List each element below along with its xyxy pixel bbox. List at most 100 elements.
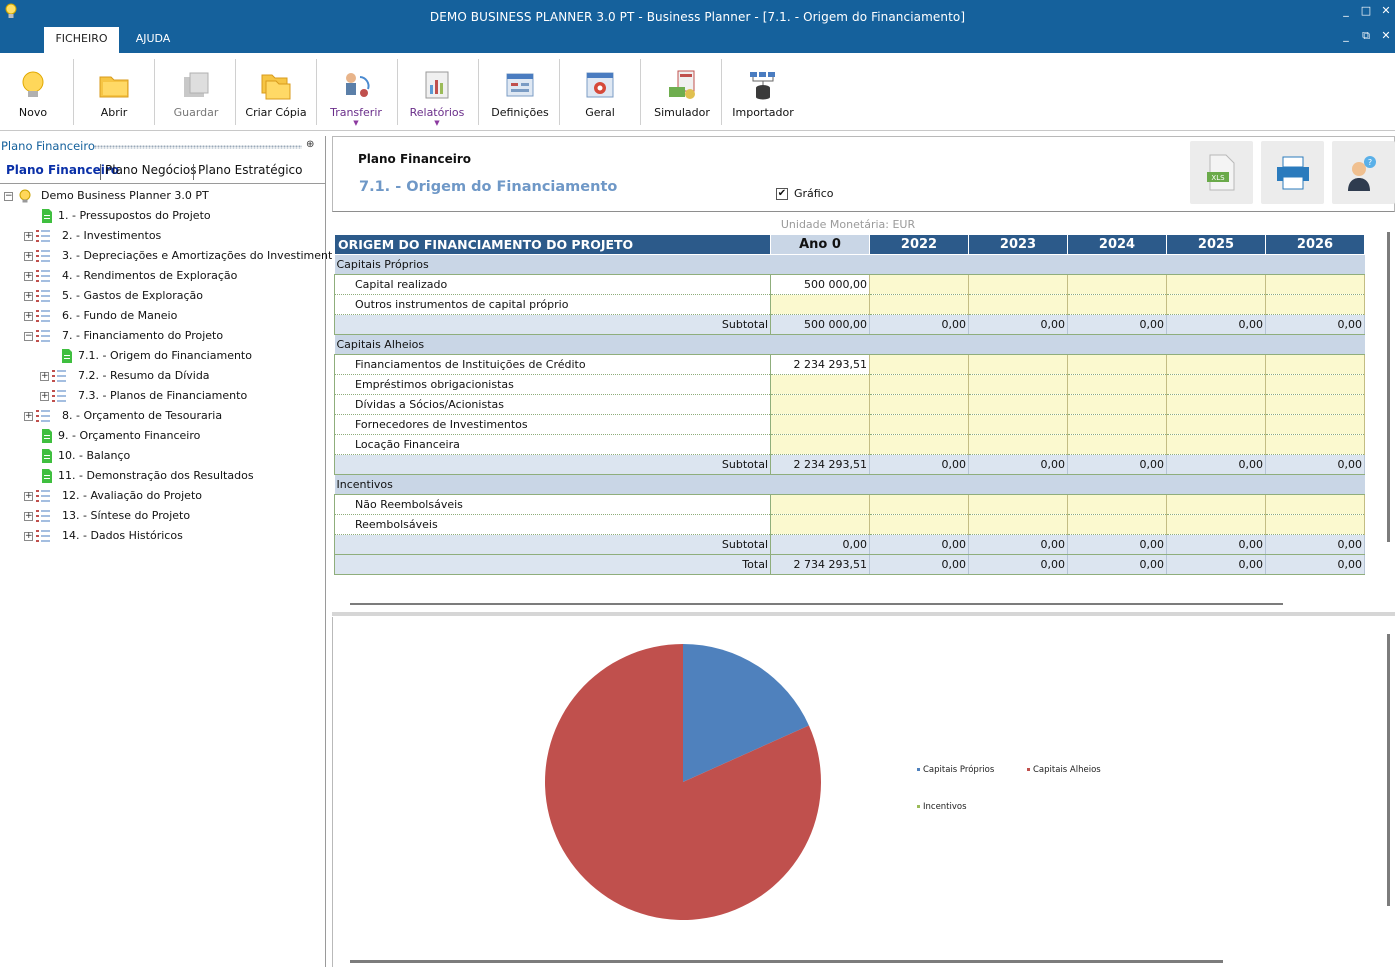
expand-icon[interactable]: + [24, 271, 33, 281]
checkbox-check-icon[interactable]: ✔ [776, 188, 788, 200]
expand-icon[interactable]: + [40, 391, 49, 401]
value-cell[interactable] [968, 514, 1068, 535]
export-xls-button[interactable]: XLS [1190, 141, 1253, 204]
value-cell[interactable] [770, 414, 870, 435]
mdi-restore-button[interactable]: ⧉ [1362, 29, 1370, 42]
chart-vertical-scrollbar[interactable] [1387, 634, 1390, 906]
col-header[interactable]: 2026 [1265, 234, 1365, 255]
value-cell[interactable]: 2 234 293,51 [770, 354, 870, 375]
expand-icon[interactable]: + [24, 251, 33, 261]
value-cell[interactable] [968, 294, 1068, 315]
value-cell[interactable] [1265, 434, 1365, 455]
col-header[interactable]: 2022 [869, 234, 969, 255]
col-header[interactable]: 2025 [1166, 234, 1266, 255]
mdi-minimize-button[interactable]: _ [1343, 29, 1349, 42]
chart-horizontal-scrollbar[interactable] [350, 960, 1223, 963]
importador-button[interactable]: Importador [723, 57, 803, 127]
value-cell[interactable] [968, 274, 1068, 295]
print-button[interactable] [1261, 141, 1324, 204]
value-cell[interactable] [869, 414, 969, 435]
value-cell[interactable] [869, 394, 969, 415]
mdi-close-button[interactable]: ✕ [1381, 29, 1391, 42]
tab-plano-financeiro[interactable]: Plano Financeiro [6, 163, 119, 177]
expand-icon[interactable]: + [24, 311, 33, 321]
value-cell[interactable] [1265, 274, 1365, 295]
table-horizontal-scrollbar[interactable] [350, 603, 1283, 605]
value-cell[interactable] [1166, 354, 1266, 375]
value-cell[interactable] [1265, 414, 1365, 435]
value-cell[interactable] [770, 514, 870, 535]
value-cell[interactable] [1067, 374, 1167, 395]
expand-icon[interactable]: + [24, 411, 33, 421]
value-cell[interactable] [968, 494, 1068, 515]
definicoes-button[interactable]: Definições [480, 57, 560, 127]
collapse-icon[interactable]: − [4, 191, 13, 201]
relatorios-button[interactable]: Relatórios ▼ [397, 57, 477, 127]
value-cell[interactable] [1067, 434, 1167, 455]
tab-plano-estrategico[interactable]: Plano Estratégico [198, 163, 303, 177]
expand-icon[interactable]: + [24, 291, 33, 301]
value-cell[interactable] [869, 494, 969, 515]
maximize-button[interactable]: □ [1360, 4, 1372, 17]
pane-splitter[interactable] [332, 612, 1395, 616]
transferir-button[interactable]: Transferir ▼ [316, 57, 396, 127]
close-button[interactable]: ✕ [1381, 4, 1391, 17]
menu-tab-ajuda[interactable]: AJUDA [135, 32, 171, 45]
value-cell[interactable] [869, 514, 969, 535]
value-cell[interactable] [1265, 354, 1365, 375]
value-cell[interactable] [770, 294, 870, 315]
col-header[interactable]: 2023 [968, 234, 1068, 255]
value-cell[interactable] [1067, 354, 1167, 375]
value-cell[interactable] [1265, 294, 1365, 315]
expand-icon[interactable]: + [24, 491, 33, 501]
value-cell[interactable] [869, 374, 969, 395]
value-cell[interactable] [770, 494, 870, 515]
value-cell[interactable] [968, 354, 1068, 375]
value-cell[interactable] [770, 394, 870, 415]
value-cell[interactable] [1067, 394, 1167, 415]
value-cell[interactable] [1067, 414, 1167, 435]
value-cell[interactable] [1166, 494, 1266, 515]
minimize-button[interactable]: _ [1343, 4, 1349, 17]
value-cell[interactable] [869, 274, 969, 295]
value-cell[interactable] [1166, 394, 1266, 415]
value-cell[interactable] [869, 294, 969, 315]
value-cell[interactable] [1265, 494, 1365, 515]
collapse-icon[interactable]: − [24, 331, 33, 341]
help-button[interactable]: ? [1332, 141, 1395, 204]
value-cell[interactable] [968, 434, 1068, 455]
value-cell[interactable] [1166, 414, 1266, 435]
col-header-ano0[interactable]: Ano 0 [770, 234, 870, 255]
geral-button[interactable]: Geral [560, 57, 640, 127]
novo-button[interactable]: Novo [0, 57, 73, 127]
expand-icon[interactable]: + [24, 511, 33, 521]
menu-tab-ficheiro[interactable]: FICHEIRO [44, 27, 119, 53]
expand-icon[interactable]: + [24, 531, 33, 541]
value-cell[interactable] [869, 354, 969, 375]
value-cell[interactable] [1265, 374, 1365, 395]
value-cell[interactable] [770, 374, 870, 395]
value-cell[interactable] [968, 374, 1068, 395]
col-header[interactable]: 2024 [1067, 234, 1167, 255]
value-cell[interactable] [1265, 394, 1365, 415]
pin-icon[interactable]: ⊕ [306, 139, 315, 150]
value-cell[interactable] [1166, 374, 1266, 395]
value-cell[interactable]: 500 000,00 [770, 274, 870, 295]
expand-icon[interactable]: + [40, 371, 49, 381]
value-cell[interactable] [1166, 434, 1266, 455]
value-cell[interactable] [968, 394, 1068, 415]
value-cell[interactable] [1067, 294, 1167, 315]
value-cell[interactable] [1067, 274, 1167, 295]
guardar-button[interactable]: Guardar [156, 57, 236, 127]
value-cell[interactable] [770, 434, 870, 455]
expand-icon[interactable]: + [24, 231, 33, 241]
value-cell[interactable] [968, 414, 1068, 435]
simulador-button[interactable]: Simulador [642, 57, 722, 127]
value-cell[interactable] [1067, 514, 1167, 535]
abrir-button[interactable]: Abrir [74, 57, 154, 127]
value-cell[interactable] [1265, 514, 1365, 535]
value-cell[interactable] [1067, 494, 1167, 515]
value-cell[interactable] [869, 434, 969, 455]
tab-plano-negocios[interactable]: Plano Negócios [105, 163, 197, 177]
criar-copia-button[interactable]: Criar Cópia [236, 57, 316, 127]
